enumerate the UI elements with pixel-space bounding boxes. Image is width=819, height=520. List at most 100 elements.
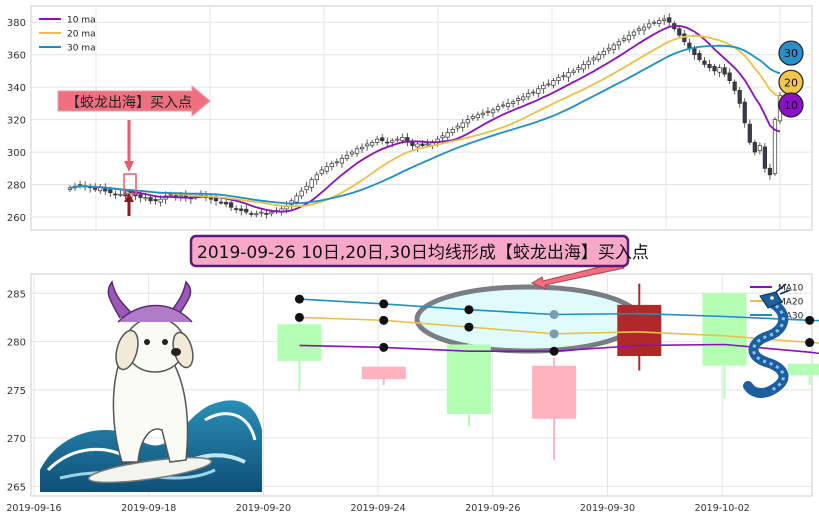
top-candle [329,160,334,171]
top-candle [470,113,475,121]
top-candle [712,63,717,76]
top-candle-body [465,119,470,124]
top-candle [148,194,153,204]
top-candle-body [223,202,229,205]
top-candle-body [571,70,576,73]
top-candle-body [324,166,329,172]
top-candle [354,145,360,158]
top-candle-body [611,44,616,50]
top-candle-body [541,85,546,90]
bottom-legend-label: MA30 [778,312,804,322]
top-candle-body [667,17,672,23]
top-candle [299,187,304,200]
top-candle-body [657,20,662,24]
top-candle [641,23,647,35]
top-candle-body [168,193,173,196]
callout-down-arrowhead [124,161,134,172]
top-candle [737,87,742,108]
bottom-candle [361,366,406,385]
top-candle-body [380,137,385,142]
top-candle-body [153,199,158,202]
top-price-panel: 260 280 300 320 340 360 380 10 ma 20 ma 30 ma 30… [7,5,813,231]
bottom-x-tick-label: 2019-09-24 [350,503,405,514]
bottom-x-tick-label: 2019-09-20 [236,503,291,514]
top-candle [707,59,712,72]
top-moving-averages [69,25,781,213]
bottom-candle [702,293,747,399]
top-candle [218,198,224,206]
ma-marker-dot [379,342,389,352]
top-candle-body [475,114,480,119]
top-candle [521,93,526,103]
top-candle-body [329,163,334,168]
top-candle-body [601,51,606,56]
top-candle [531,89,536,97]
top-candle [445,128,450,140]
top-candle [511,99,516,108]
top-candle-body [566,72,571,78]
top-candle-body [480,112,486,116]
top-candle-body [752,141,757,153]
top-candle-body [581,64,586,70]
top-candle [541,81,546,94]
top-candle-body [737,90,742,104]
top-candle-body [359,146,365,150]
bottom-candle-body [361,366,406,380]
top-candle [249,210,254,217]
top-candle [254,210,259,218]
bottom-ma-line [299,343,819,355]
top-candle-body [208,197,214,200]
top-candle-body [490,109,496,114]
bottom-x-tick-label: 2019-09-30 [580,503,635,514]
bottom-candle [446,341,491,427]
ma-marker-dot [379,299,389,309]
top-candle-body [767,167,773,176]
top-candle-body [677,28,682,36]
bottom-candle [787,363,819,385]
top-candle-body [158,198,163,203]
top-ma-line [69,34,781,208]
top-candle [490,107,496,118]
top-candle [546,79,551,87]
top-candle [349,149,355,158]
top-candle [601,47,606,58]
bottom-candle-body [787,363,819,376]
bottom-moving-averages [299,298,819,355]
top-candle [772,117,778,177]
top-candles [67,13,783,219]
top-candle [762,142,768,173]
top-candle-body [264,213,269,215]
ma-marker-dot [294,294,304,304]
top-candle-body [455,125,460,129]
top-candle [551,78,556,89]
top-candle-body [370,141,375,146]
ma-marker-dots [294,294,815,356]
pointer-arrow [530,261,625,290]
top-candle-body [652,21,657,24]
bottom-candle-body [617,304,662,357]
top-candle [566,68,571,82]
top-y-tick-label: 280 [7,181,26,192]
top-candle [370,139,375,148]
top-candle [118,190,123,197]
top-y-tick-label: 320 [7,116,26,127]
buy-point-callout: 【蛟龙出海】买入点 [57,84,211,216]
top-candle [244,204,249,215]
ma-marker-dot [464,305,474,315]
top-candle-body [319,169,324,174]
top-candle-body [516,98,521,101]
surfing-dog-icon [40,280,262,492]
top-candle-body [621,38,627,41]
top-y-tick-label: 260 [7,213,26,224]
top-candle [334,158,339,167]
top-candle [380,133,385,145]
bottom-y-tick-label: 265 [7,482,26,493]
ma-marker-dot [549,329,559,339]
bottom-y-tick-label: 275 [7,386,26,397]
top-candle-body [727,72,732,82]
top-candle [450,126,455,136]
top-candle-body [586,60,591,65]
bottom-y-ticks: 265 270 275 280 285 [7,289,26,493]
